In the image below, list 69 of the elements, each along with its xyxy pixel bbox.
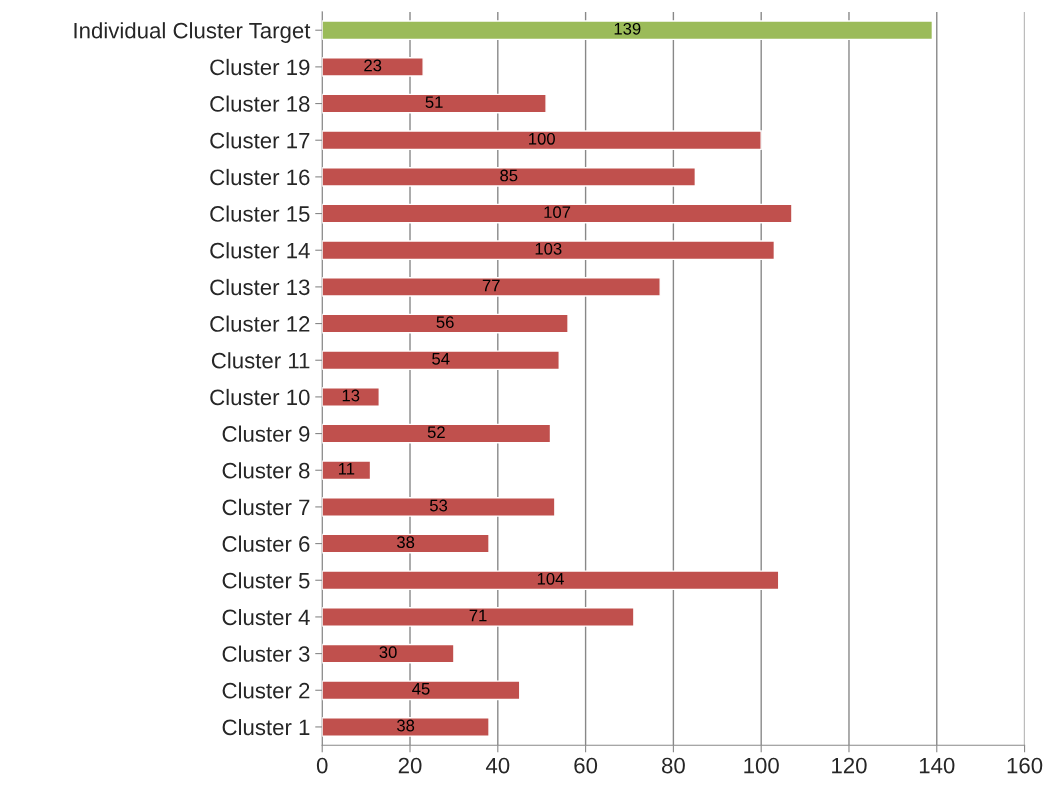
- bar: [322, 497, 556, 517]
- data-label: 11: [338, 463, 355, 475]
- y-tick-label: Cluster 2: [222, 682, 310, 699]
- bar: [322, 717, 490, 737]
- bar: [322, 130, 762, 151]
- x-tick-label: 40: [485, 757, 510, 774]
- bar: [322, 570, 780, 591]
- bar: [322, 643, 455, 664]
- y-tick-label: Cluster 11: [211, 352, 310, 369]
- x-tick-label: 100: [744, 757, 779, 774]
- y-tick-label: Cluster 18: [210, 95, 310, 112]
- data-label: 51: [425, 96, 443, 109]
- data-label: 103: [535, 242, 562, 255]
- data-label: 45: [412, 683, 430, 695]
- y-tick-label: Cluster 15: [210, 205, 310, 222]
- y-tick-label: Cluster 1: [222, 718, 310, 736]
- y-tick-label: Cluster 17: [210, 132, 310, 149]
- data-label: 71: [469, 609, 487, 622]
- x-tick-label: 120: [832, 757, 867, 774]
- bar: [322, 57, 424, 77]
- data-label: 77: [482, 279, 500, 292]
- bar: [322, 93, 547, 114]
- data-label: 53: [429, 499, 448, 512]
- y-tick-label: Cluster 19: [210, 58, 310, 76]
- x-tick-label: 60: [574, 757, 598, 774]
- x-tick-label: 160: [1007, 757, 1043, 774]
- bar: [322, 423, 552, 444]
- bar: [322, 240, 776, 261]
- bar: [322, 607, 635, 627]
- x-tick-label: 20: [398, 757, 422, 774]
- bar: [322, 20, 934, 41]
- data-label: 52: [427, 426, 445, 439]
- y-tick-label: Cluster 3: [222, 645, 310, 662]
- data-label: 23: [364, 59, 382, 72]
- data-label: 139: [614, 22, 641, 35]
- y-tick-label: Cluster 5: [222, 572, 310, 589]
- data-label: 13: [342, 389, 360, 402]
- data-label: 56: [436, 316, 454, 329]
- y-tick-label: Cluster 6: [222, 535, 310, 552]
- bar: [322, 387, 380, 407]
- x-tick-label: 80: [662, 757, 685, 774]
- bar: [322, 313, 569, 334]
- y-tick-label: Cluster 10: [210, 388, 310, 406]
- y-tick-label: Cluster 7: [222, 498, 310, 516]
- data-label: 54: [432, 353, 450, 365]
- data-label: 104: [537, 572, 564, 585]
- y-tick-label: Cluster 14: [210, 242, 310, 259]
- data-label: 100: [529, 132, 555, 145]
- data-label: 38: [396, 536, 415, 549]
- data-label: 85: [500, 169, 518, 182]
- bar: [322, 460, 372, 481]
- y-tick-label: Cluster 13: [210, 278, 310, 296]
- bar: [322, 533, 490, 554]
- y-tick-label: Cluster 9: [222, 425, 310, 442]
- y-tick-label: Cluster 4: [222, 608, 310, 626]
- y-tick-label: Individual Cluster Target: [74, 22, 311, 43]
- bar: [322, 167, 697, 187]
- x-tick-label: 140: [919, 757, 955, 774]
- data-label: 107: [544, 206, 571, 219]
- y-tick-label: Cluster 8: [222, 462, 310, 479]
- bar: [322, 277, 661, 297]
- data-label: 38: [396, 719, 415, 732]
- y-tick-label: Cluster 12: [210, 315, 310, 332]
- bar: [322, 680, 521, 701]
- data-label: 30: [379, 646, 397, 659]
- x-tick-label: 0: [316, 757, 328, 774]
- bar: [322, 350, 560, 371]
- bar: [322, 203, 793, 224]
- y-tick-label: Cluster 16: [210, 168, 310, 186]
